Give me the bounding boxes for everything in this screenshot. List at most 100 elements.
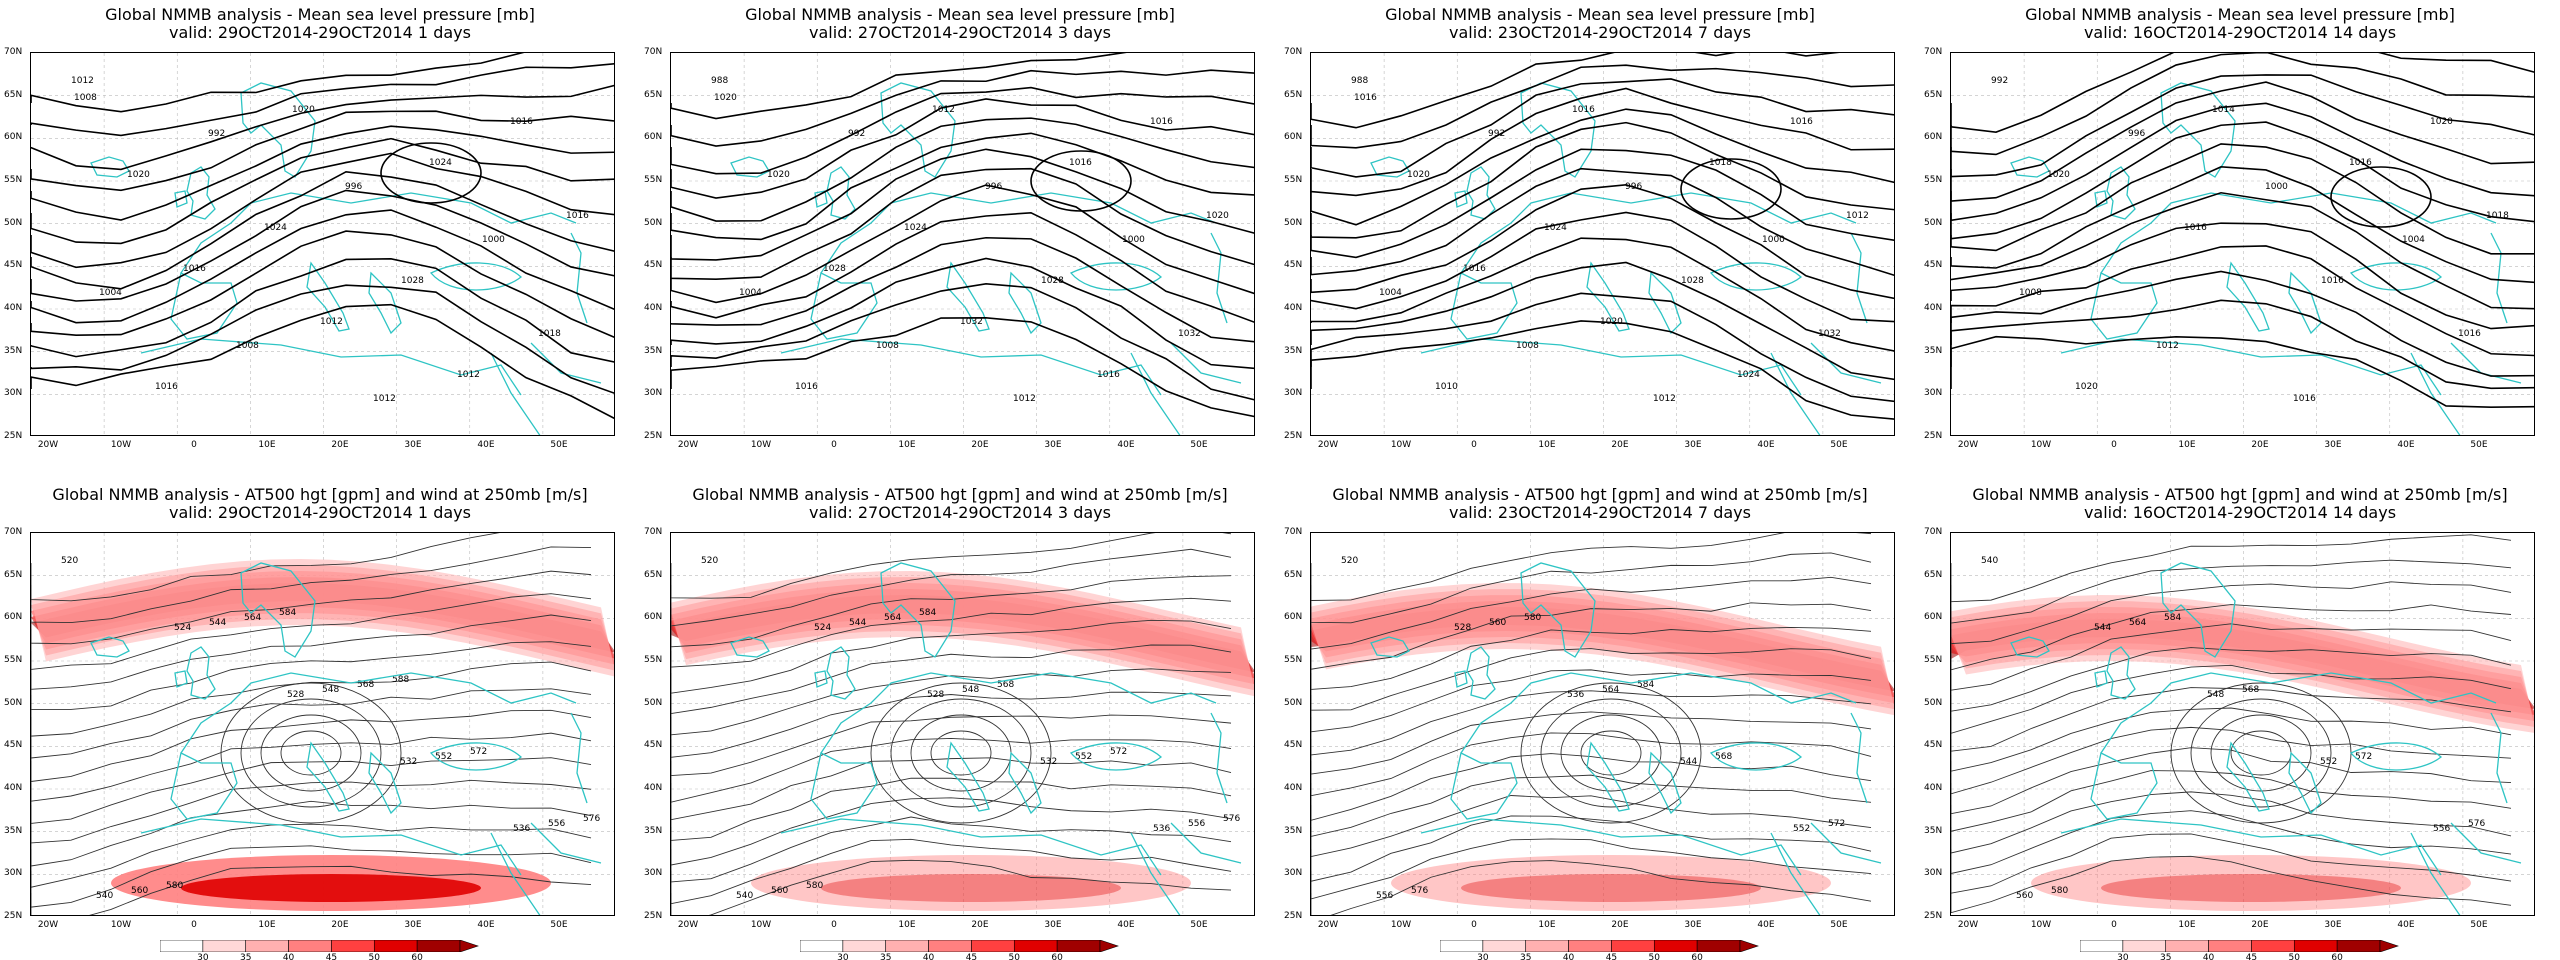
- isobar-label: 1012: [1653, 394, 1676, 404]
- colorbar-tick: 30: [837, 953, 849, 960]
- lon-label: 10E: [898, 440, 916, 450]
- panel-mslp-7days: Global NMMB analysis - Mean sea level pr…: [1280, 0, 1920, 480]
- height-label: 576: [2468, 819, 2485, 829]
- lon-label: 0: [1471, 920, 1477, 930]
- isobar-label: 1020: [714, 93, 737, 103]
- height-label: 540: [96, 891, 113, 901]
- lat-label: 50N: [1284, 217, 1303, 228]
- isobar-label: 1010: [1435, 382, 1458, 392]
- colorbar-tick: 50: [1008, 953, 1021, 960]
- height-label: 560: [771, 886, 788, 896]
- lon-label: 40E: [1117, 920, 1135, 930]
- isobar-label: 996: [345, 182, 362, 192]
- height-label: 548: [962, 685, 979, 695]
- height-label: 556: [548, 819, 565, 829]
- lon-label: 30E: [2324, 440, 2342, 450]
- lat-label: 55N: [4, 175, 23, 185]
- height-label: 584: [2164, 613, 2181, 623]
- colorbar-swatch: [842, 939, 887, 953]
- lon-label: 20W: [1957, 920, 1979, 930]
- lat-label: 55N: [644, 655, 663, 665]
- height-label: 532: [400, 757, 417, 767]
- height-label: 548: [2207, 690, 2224, 700]
- wind-colorbar: 30 35 40 45 50 60: [159, 937, 500, 960]
- panel-mslp-14days: Global NMMB analysis - Mean sea level pr…: [1920, 0, 2560, 480]
- lat-label: 35N: [1924, 825, 1943, 836]
- isobar-label: 1020: [1206, 211, 1229, 221]
- lon-label: 10E: [1538, 440, 1556, 450]
- lon-label: 10W: [2030, 920, 2052, 930]
- isobars: 988 992 996 1000 1004 1008 1012 1016 1020 1024 102…: [671, 53, 1254, 418]
- lat-label: 60N: [1924, 612, 1943, 623]
- colorbar-tick: 30: [2117, 953, 2129, 960]
- lat-label: 40N: [1924, 303, 1943, 313]
- height-label: 528: [1454, 623, 1471, 633]
- wind-shading: [31, 559, 614, 911]
- isobar-label: 1016: [510, 117, 533, 127]
- lat-label: 65N: [644, 569, 663, 580]
- map-area: 992 996 1000 1004 1008 1012 1016 1020 1020 1016 10…: [1950, 52, 2535, 436]
- lat-label: 30N: [1924, 388, 1943, 399]
- lat-label: 50N: [644, 697, 663, 708]
- lat-label: 50N: [1284, 697, 1303, 708]
- wind-shading: [1951, 595, 2534, 911]
- height-label: 540: [1981, 556, 1998, 566]
- map-area: 1012 992 996 1000 1004 1008 1012 1016 1020 1024 10…: [30, 52, 615, 436]
- lon-label: 10W: [750, 920, 772, 930]
- isobar-label: 1032: [960, 317, 983, 327]
- colorbar-swatch: [245, 939, 289, 953]
- map-area: 520 524 528 532 536 540 544 548 552 556 560 564 568 5…: [30, 532, 615, 916]
- colorbar-swatch: [928, 939, 972, 953]
- lon-label: 20W: [37, 440, 59, 450]
- height-label: 572: [1110, 747, 1127, 757]
- height-label: 568: [997, 680, 1014, 690]
- lat-label: 45N: [4, 260, 23, 271]
- isobar-label: 1000: [1122, 235, 1145, 245]
- coastlines: [1370, 562, 1882, 915]
- isobar-label: 1012: [2156, 341, 2179, 351]
- lon-label: 20E: [971, 440, 989, 450]
- lat-label: 45N: [644, 740, 663, 751]
- panel-z500-7days: Global NMMB analysis - AT500 hgt [gpm] a…: [1280, 480, 1920, 960]
- isobar-label: 1008: [1516, 341, 1539, 351]
- height-label: 584: [279, 608, 296, 618]
- lat-label: 35N: [644, 345, 663, 356]
- lat-label: 60N: [644, 132, 663, 143]
- colorbar-swatch: [1013, 939, 1058, 953]
- lat-label: 30N: [1284, 388, 1303, 399]
- height-label: 556: [1188, 819, 1205, 829]
- lat-label: 25N: [1284, 431, 1303, 441]
- colorbar-swatch: [288, 939, 332, 953]
- lat-label: 30N: [1284, 868, 1303, 879]
- lon-label: 20E: [1611, 440, 1629, 450]
- coastlines: [2010, 562, 2522, 915]
- lat-label: 35N: [644, 825, 663, 836]
- isobar-label: 1024: [264, 223, 287, 233]
- isobar-label: 1016: [1790, 117, 1813, 127]
- isobar-label: 1000: [1762, 235, 1785, 245]
- lon-label: 50E: [550, 440, 568, 450]
- height-label: 580: [806, 881, 823, 891]
- panel-subtitle: valid: 27OCT2014-29OCT2014 3 days: [809, 23, 1111, 42]
- height-label: 528: [287, 690, 304, 700]
- colorbar-tick: 35: [239, 953, 252, 960]
- panel-title: Global NMMB analysis - Mean sea level pr…: [105, 5, 535, 24]
- lat-label: 40N: [644, 303, 663, 313]
- lon-label: 0: [2111, 920, 2117, 930]
- panel-subtitle: valid: 23OCT2014-29OCT2014 7 days: [1449, 23, 1751, 42]
- isobar-label: 1012: [932, 105, 955, 115]
- isobar-label: 1032: [1178, 329, 1201, 339]
- lat-label: 70N: [644, 47, 663, 57]
- isobar-label: 992: [848, 129, 865, 139]
- colorbar-swatch: [416, 939, 461, 953]
- height-label: 580: [2051, 886, 2068, 896]
- lat-label: 50N: [4, 217, 23, 228]
- colorbar-tick: 40: [922, 953, 935, 960]
- height-label: 544: [2094, 623, 2111, 633]
- height-contours: 520 528 536 544 552 556 560 564 568 572 576 580 584: [1311, 533, 1872, 915]
- isobar-label: 1016: [1354, 93, 1377, 103]
- lon-label: 50E: [1190, 920, 1208, 930]
- isobar-label: 1016: [2293, 394, 2316, 404]
- panel-subtitle: valid: 23OCT2014-29OCT2014 7 days: [1449, 503, 1751, 522]
- lat-label: 55N: [1284, 175, 1303, 185]
